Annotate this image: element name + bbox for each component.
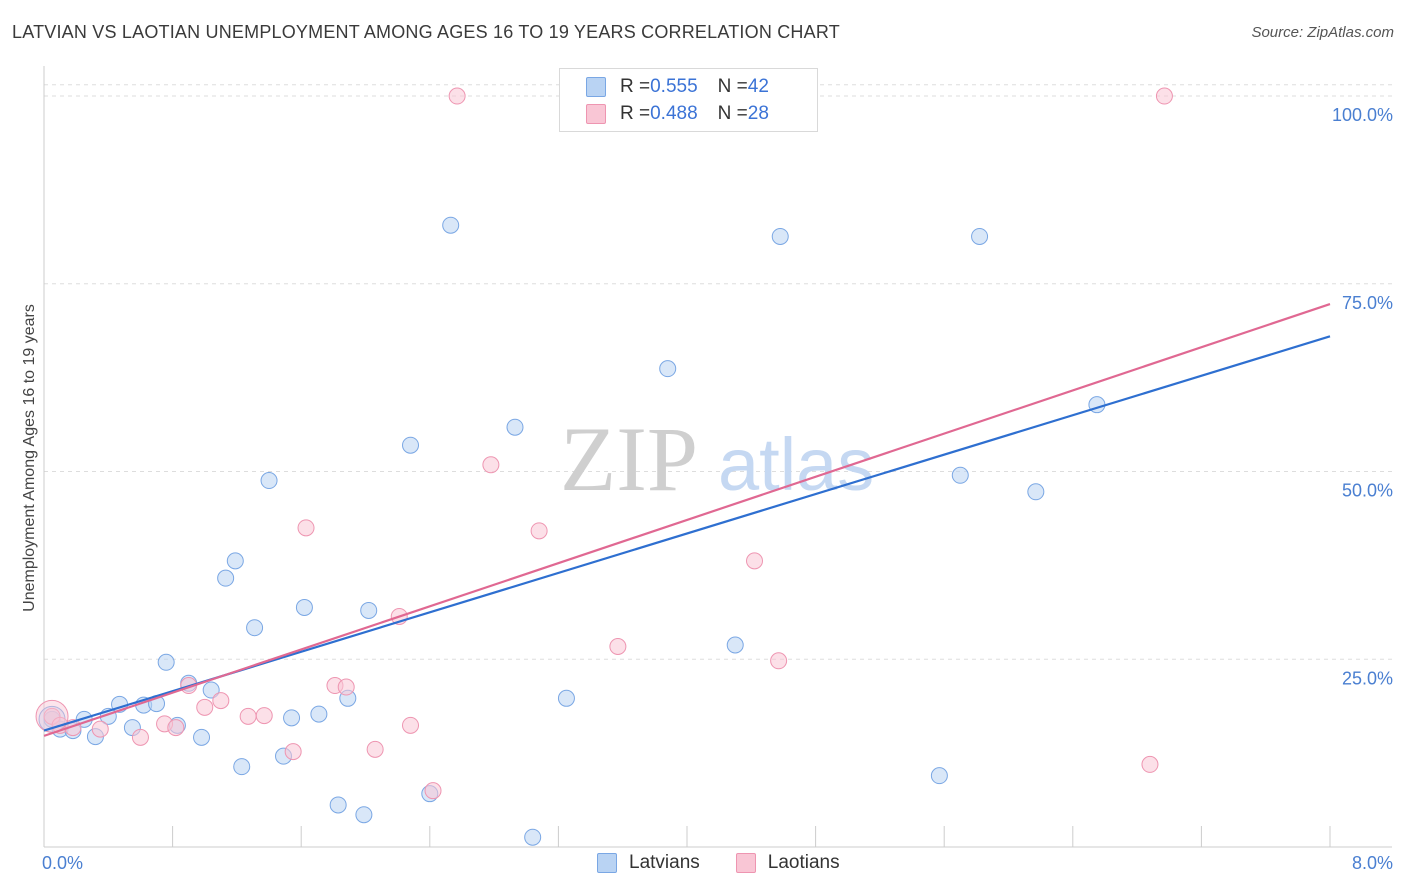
laotians-legend-swatch [735, 853, 756, 873]
laotian-point [239, 707, 257, 725]
latvians-legend-label: Latvians [629, 852, 700, 873]
x-tick-label: 0.0% [42, 853, 83, 873]
laotian-point [255, 707, 273, 725]
latvian-point [157, 653, 175, 671]
latvian-point [726, 636, 744, 654]
latvian-point [217, 569, 235, 587]
laotian-point [609, 637, 627, 655]
y-axis-label: Unemployment Among Ages 16 to 19 years [21, 304, 38, 612]
laotians-trend-line [43, 303, 1331, 737]
y-tick-label: 25.0% [1342, 668, 1393, 688]
latvian-point [310, 705, 328, 723]
laotian-point [131, 728, 149, 746]
tick-labels: 25.0% 50.0% 75.0% 100.0% 0.0% 8.0% [42, 105, 1393, 873]
y-tick-label: 50.0% [1342, 481, 1393, 501]
laotian-point [91, 720, 109, 738]
laotian-point [337, 678, 355, 696]
laotian-point [482, 456, 500, 474]
latvians-r-label: R = [620, 76, 651, 97]
laotian-point [167, 719, 185, 737]
series-legend: Latvians Laotians [597, 852, 876, 874]
latvian-point [524, 828, 542, 846]
stats-legend: R = 0.555 N = 42 R = 0.488 N = 28 [559, 68, 818, 132]
latvians-swatch [586, 77, 606, 97]
latvian-point [402, 436, 420, 454]
latvian-point [202, 681, 220, 699]
laotians-points [35, 87, 1173, 800]
laotian-point [212, 692, 230, 710]
latvian-point [951, 466, 969, 484]
latvian-point [233, 758, 251, 776]
latvian-point [329, 796, 347, 814]
laotian-point [402, 716, 420, 734]
y-tick-label: 75.0% [1342, 293, 1393, 313]
latvians-points [38, 216, 1106, 846]
latvian-point [659, 360, 677, 378]
latvian-point [771, 227, 789, 245]
latvian-point [246, 619, 264, 637]
latvian-point [506, 418, 524, 436]
laotian-point [284, 743, 302, 761]
laotians-legend-label: Laotians [767, 852, 840, 873]
latvians-n-value: 42 [747, 76, 769, 97]
latvian-point [295, 598, 313, 616]
latvian-point [557, 689, 575, 707]
laotian-point [1141, 755, 1159, 773]
latvian-point [260, 472, 278, 490]
trend-lines [43, 303, 1331, 737]
laotians-r-label: R = [620, 103, 651, 124]
latvian-point [355, 806, 373, 824]
y-tick-label: 100.0% [1332, 105, 1393, 125]
laotians-n-value: 28 [747, 103, 769, 124]
laotian-point [424, 782, 442, 800]
legend-row-latvians: R = 0.555 N = 42 [586, 75, 769, 99]
latvians-legend-swatch [597, 853, 617, 873]
laotian-point [530, 522, 548, 540]
latvian-point [193, 728, 211, 746]
legend-item-laotians[interactable]: Laotians [735, 852, 840, 874]
laotian-point [448, 87, 466, 105]
latvian-point [930, 767, 948, 785]
latvian-point [360, 601, 378, 619]
laotian-point [297, 519, 315, 537]
watermark-zip: ZIP [560, 408, 698, 510]
laotian-point [366, 740, 384, 758]
chart-title: LATVIAN VS LAOTIAN UNEMPLOYMENT AMONG AG… [12, 22, 840, 42]
x-tick-label: 8.0% [1352, 853, 1393, 873]
gridlines [44, 84, 1392, 660]
latvians-r-value: 0.555 [650, 76, 698, 97]
latvian-point [226, 552, 244, 570]
legend-row-laotians: R = 0.488 N = 28 [586, 102, 769, 126]
latvian-point [1027, 483, 1045, 501]
legend-item-latvians[interactable]: Latvians [597, 852, 700, 874]
watermark-atlas: atlas [718, 423, 874, 506]
latvian-point [971, 227, 989, 245]
latvian-point [442, 216, 460, 234]
latvian-point [283, 709, 301, 727]
laotian-point [196, 698, 214, 716]
laotian-point [770, 652, 788, 670]
laotian-point [1155, 87, 1173, 105]
laotians-n-label: N = [717, 103, 748, 124]
laotians-swatch [586, 104, 606, 124]
laotians-r-value: 0.488 [650, 103, 698, 124]
latvians-n-label: N = [717, 76, 748, 97]
source-credit: Source: ZipAtlas.com [1251, 24, 1394, 41]
laotian-point [746, 552, 764, 570]
